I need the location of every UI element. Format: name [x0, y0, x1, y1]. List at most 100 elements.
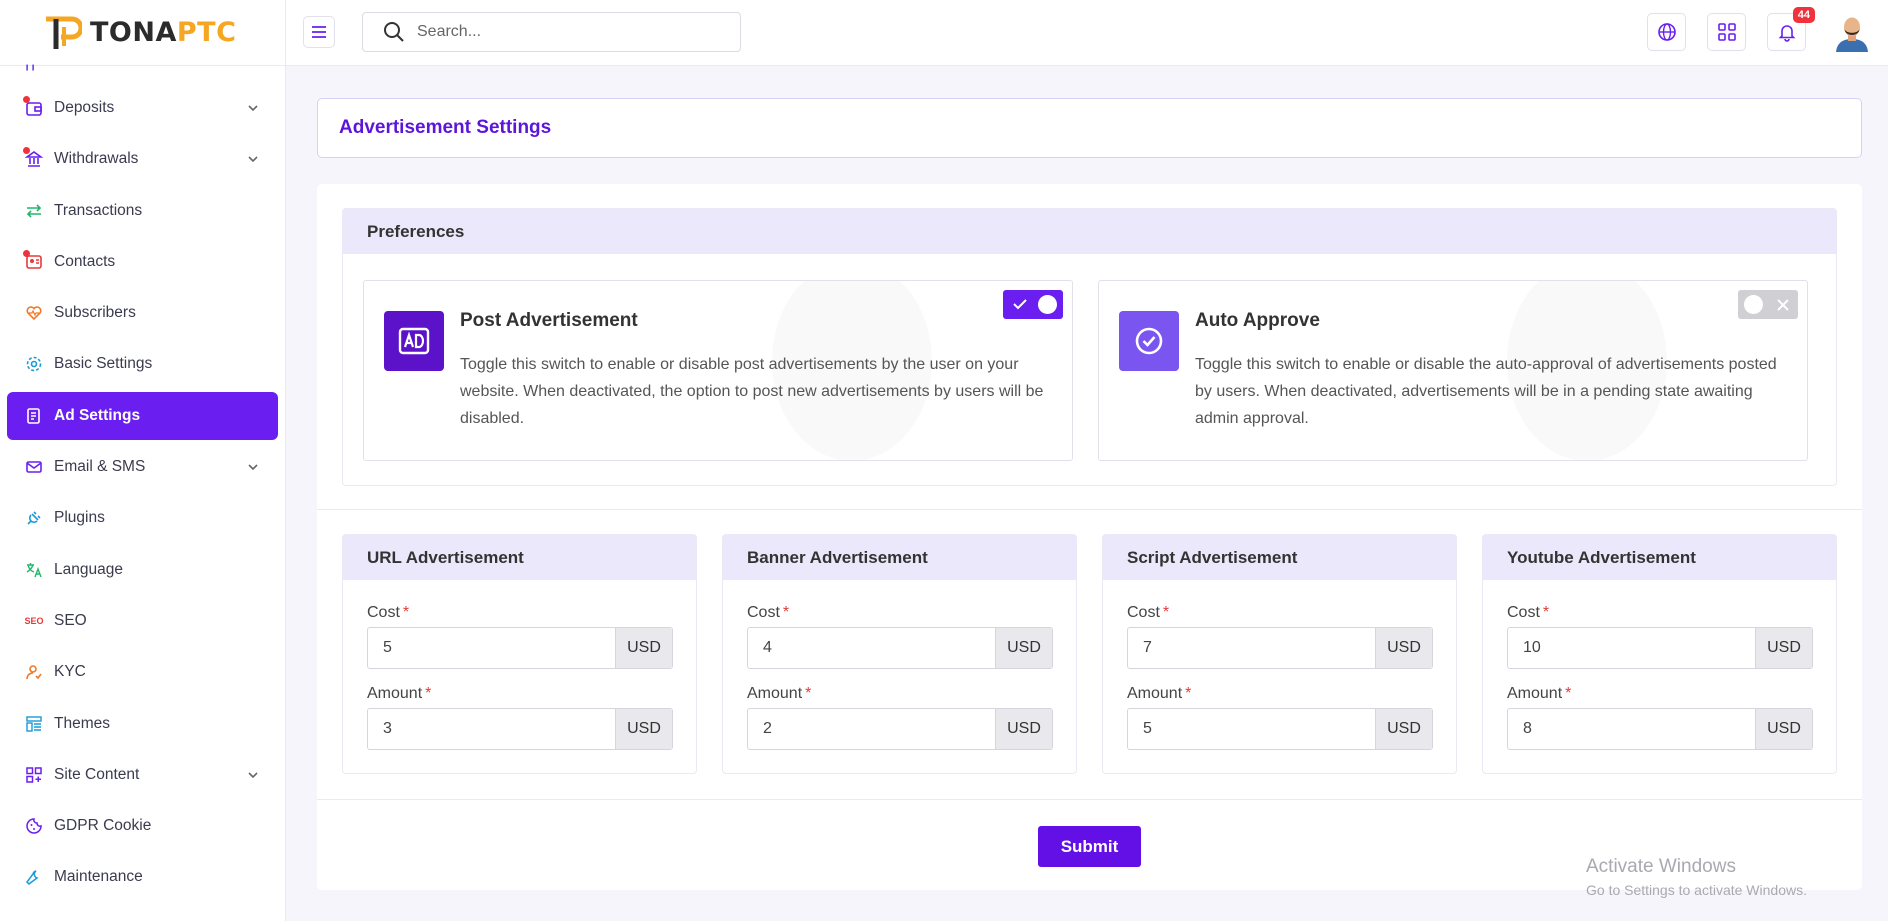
menu-stub: ╹╹ [24, 66, 37, 77]
ad-badge-icon [384, 311, 444, 371]
amount-label: Amount * [1127, 685, 1192, 702]
sidebar-item-label: KYC [54, 663, 86, 681]
cost-label: Cost * [367, 604, 410, 621]
toggle-knob [1744, 295, 1763, 314]
sidebar-item-label: Maintenance [54, 868, 143, 886]
sidebar-item-deposits[interactable]: Deposits [7, 84, 278, 132]
sidebar-item-label: Themes [54, 714, 110, 732]
amount-input-group[interactable]: 8 USD [1507, 708, 1813, 750]
banner-advertisement-card: Banner Advertisement Cost * 4 USD Amount *… [722, 534, 1077, 774]
cost-input-group[interactable]: 7 USD [1127, 627, 1433, 669]
check-icon [1013, 299, 1027, 310]
sidebar-item-label: Site Content [54, 765, 140, 783]
top-header: 44 [286, 0, 1888, 66]
page-title-bar: Advertisement Settings [317, 98, 1862, 158]
search-input[interactable] [417, 23, 717, 41]
preferences-panel: Preferences Post Advertisement Toggle th… [342, 208, 1837, 486]
language-button[interactable] [1647, 13, 1686, 51]
cost-input-group[interactable]: 10 USD [1507, 627, 1813, 669]
toggle-knob [1038, 295, 1057, 314]
cookie-icon [24, 816, 44, 836]
youtube-advertisement-card: Youtube Advertisement Cost * 10 USD Amoun… [1482, 534, 1837, 774]
cost-input[interactable]: 4 [763, 639, 772, 656]
sidebar-item-language[interactable]: Language [7, 546, 278, 594]
sidebar-item-gdpr-cookie[interactable]: GDPR Cookie [7, 802, 278, 850]
option-title: Auto Approve [1195, 310, 1320, 331]
cost-input-group[interactable]: 4 USD [747, 627, 1053, 669]
sidebar-item-label: Basic Settings [54, 355, 153, 373]
sidebar-item-withdrawals[interactable]: Withdrawals [7, 135, 278, 183]
hamburger-icon [312, 26, 326, 38]
amount-input-group[interactable]: 3 USD [367, 708, 673, 750]
currency-addon: USD [1375, 709, 1432, 749]
currency-addon: USD [1755, 709, 1812, 749]
bell-icon [1778, 25, 1795, 42]
cost-label: Cost * [1127, 604, 1170, 621]
sidebar-item-basic-settings[interactable]: Basic Settings [7, 340, 278, 388]
sidebar-item-label: Language [54, 560, 123, 578]
cost-label: Cost * [1507, 604, 1550, 621]
sidebar-item-ad-settings[interactable]: Ad Settings [7, 391, 278, 440]
check-circle-icon [1119, 311, 1179, 371]
layout-icon [24, 714, 44, 734]
bank-icon [23, 147, 44, 169]
sidebar-item-label: Transactions [54, 201, 143, 219]
sidebar-item-subscribers[interactable]: Subscribers [7, 289, 278, 337]
currency-addon: USD [615, 628, 672, 668]
sidebar-item-label: Ad Settings [54, 406, 141, 424]
cost-input-group[interactable]: 5 USD [367, 627, 673, 669]
sidebar-item-label: Subscribers [54, 304, 136, 322]
sidebar-item-contacts[interactable]: Contacts [7, 238, 278, 286]
cost-input[interactable]: 7 [1143, 639, 1152, 656]
cost-input[interactable]: 10 [1523, 639, 1541, 656]
close-icon [1777, 299, 1789, 311]
preferences-heading: Preferences [343, 209, 1836, 254]
auto-approve-toggle[interactable] [1738, 290, 1798, 319]
windows-activation-watermark: Activate Windows Go to Settings to activ… [1586, 856, 1807, 898]
sidebar-item-label: Email & SMS [54, 458, 146, 476]
sidebar-item-site-content[interactable]: Site Content [7, 751, 278, 799]
currency-addon: USD [995, 709, 1052, 749]
submit-button[interactable]: Submit [1038, 826, 1141, 867]
translate-icon [24, 560, 44, 580]
amount-input[interactable]: 3 [383, 720, 392, 737]
notifications-button[interactable]: 44 [1767, 7, 1815, 51]
option-title: Post Advertisement [460, 310, 638, 331]
cost-input[interactable]: 5 [383, 639, 392, 656]
sidebar-item-maintenance[interactable]: Maintenance [7, 853, 278, 901]
apps-button[interactable] [1707, 13, 1746, 51]
search-icon [384, 22, 404, 42]
amount-input-group[interactable]: 2 USD [747, 708, 1053, 750]
amount-input[interactable]: 8 [1523, 720, 1532, 737]
currency-addon: USD [1755, 628, 1812, 668]
ad-card-title: Youtube Advertisement [1483, 535, 1836, 580]
section-divider [317, 509, 1862, 510]
cost-label: Cost * [747, 604, 790, 621]
option-description: Toggle this switch to enable or disable … [1195, 356, 1777, 427]
post-advertisement-option: Post Advertisement Toggle this switch to… [363, 280, 1073, 461]
currency-addon: USD [615, 709, 672, 749]
user-avatar[interactable] [1834, 12, 1870, 52]
brand-logo[interactable]: TONAPTC [0, 0, 285, 66]
globe-icon [1657, 23, 1676, 41]
wallet-icon [23, 96, 44, 118]
heart-pulse-icon [24, 303, 44, 323]
plug-icon [24, 508, 44, 528]
sidebar-item-themes[interactable]: Themes [7, 700, 278, 748]
sidebar-item-transactions[interactable]: Transactions [7, 187, 278, 235]
gear-icon [24, 354, 44, 374]
sidebar-item-kyc[interactable]: KYC [7, 648, 278, 696]
search-box[interactable] [362, 12, 741, 52]
sidebar-item-email-sms[interactable]: Email & SMS [7, 443, 278, 491]
post-advertisement-toggle[interactable] [1003, 290, 1063, 319]
amount-input-group[interactable]: 5 USD [1127, 708, 1433, 750]
grid-plus-icon [24, 765, 44, 785]
chevron-down-icon [248, 464, 258, 471]
menu-toggle-button[interactable] [303, 16, 335, 48]
sidebar-item-seo[interactable]: SEO SEO [7, 597, 278, 645]
amount-input[interactable]: 2 [763, 720, 772, 737]
mail-icon [24, 457, 44, 477]
amount-input[interactable]: 5 [1143, 720, 1152, 737]
sidebar-item-plugins[interactable]: Plugins [7, 494, 278, 542]
chevron-down-icon [248, 156, 258, 163]
